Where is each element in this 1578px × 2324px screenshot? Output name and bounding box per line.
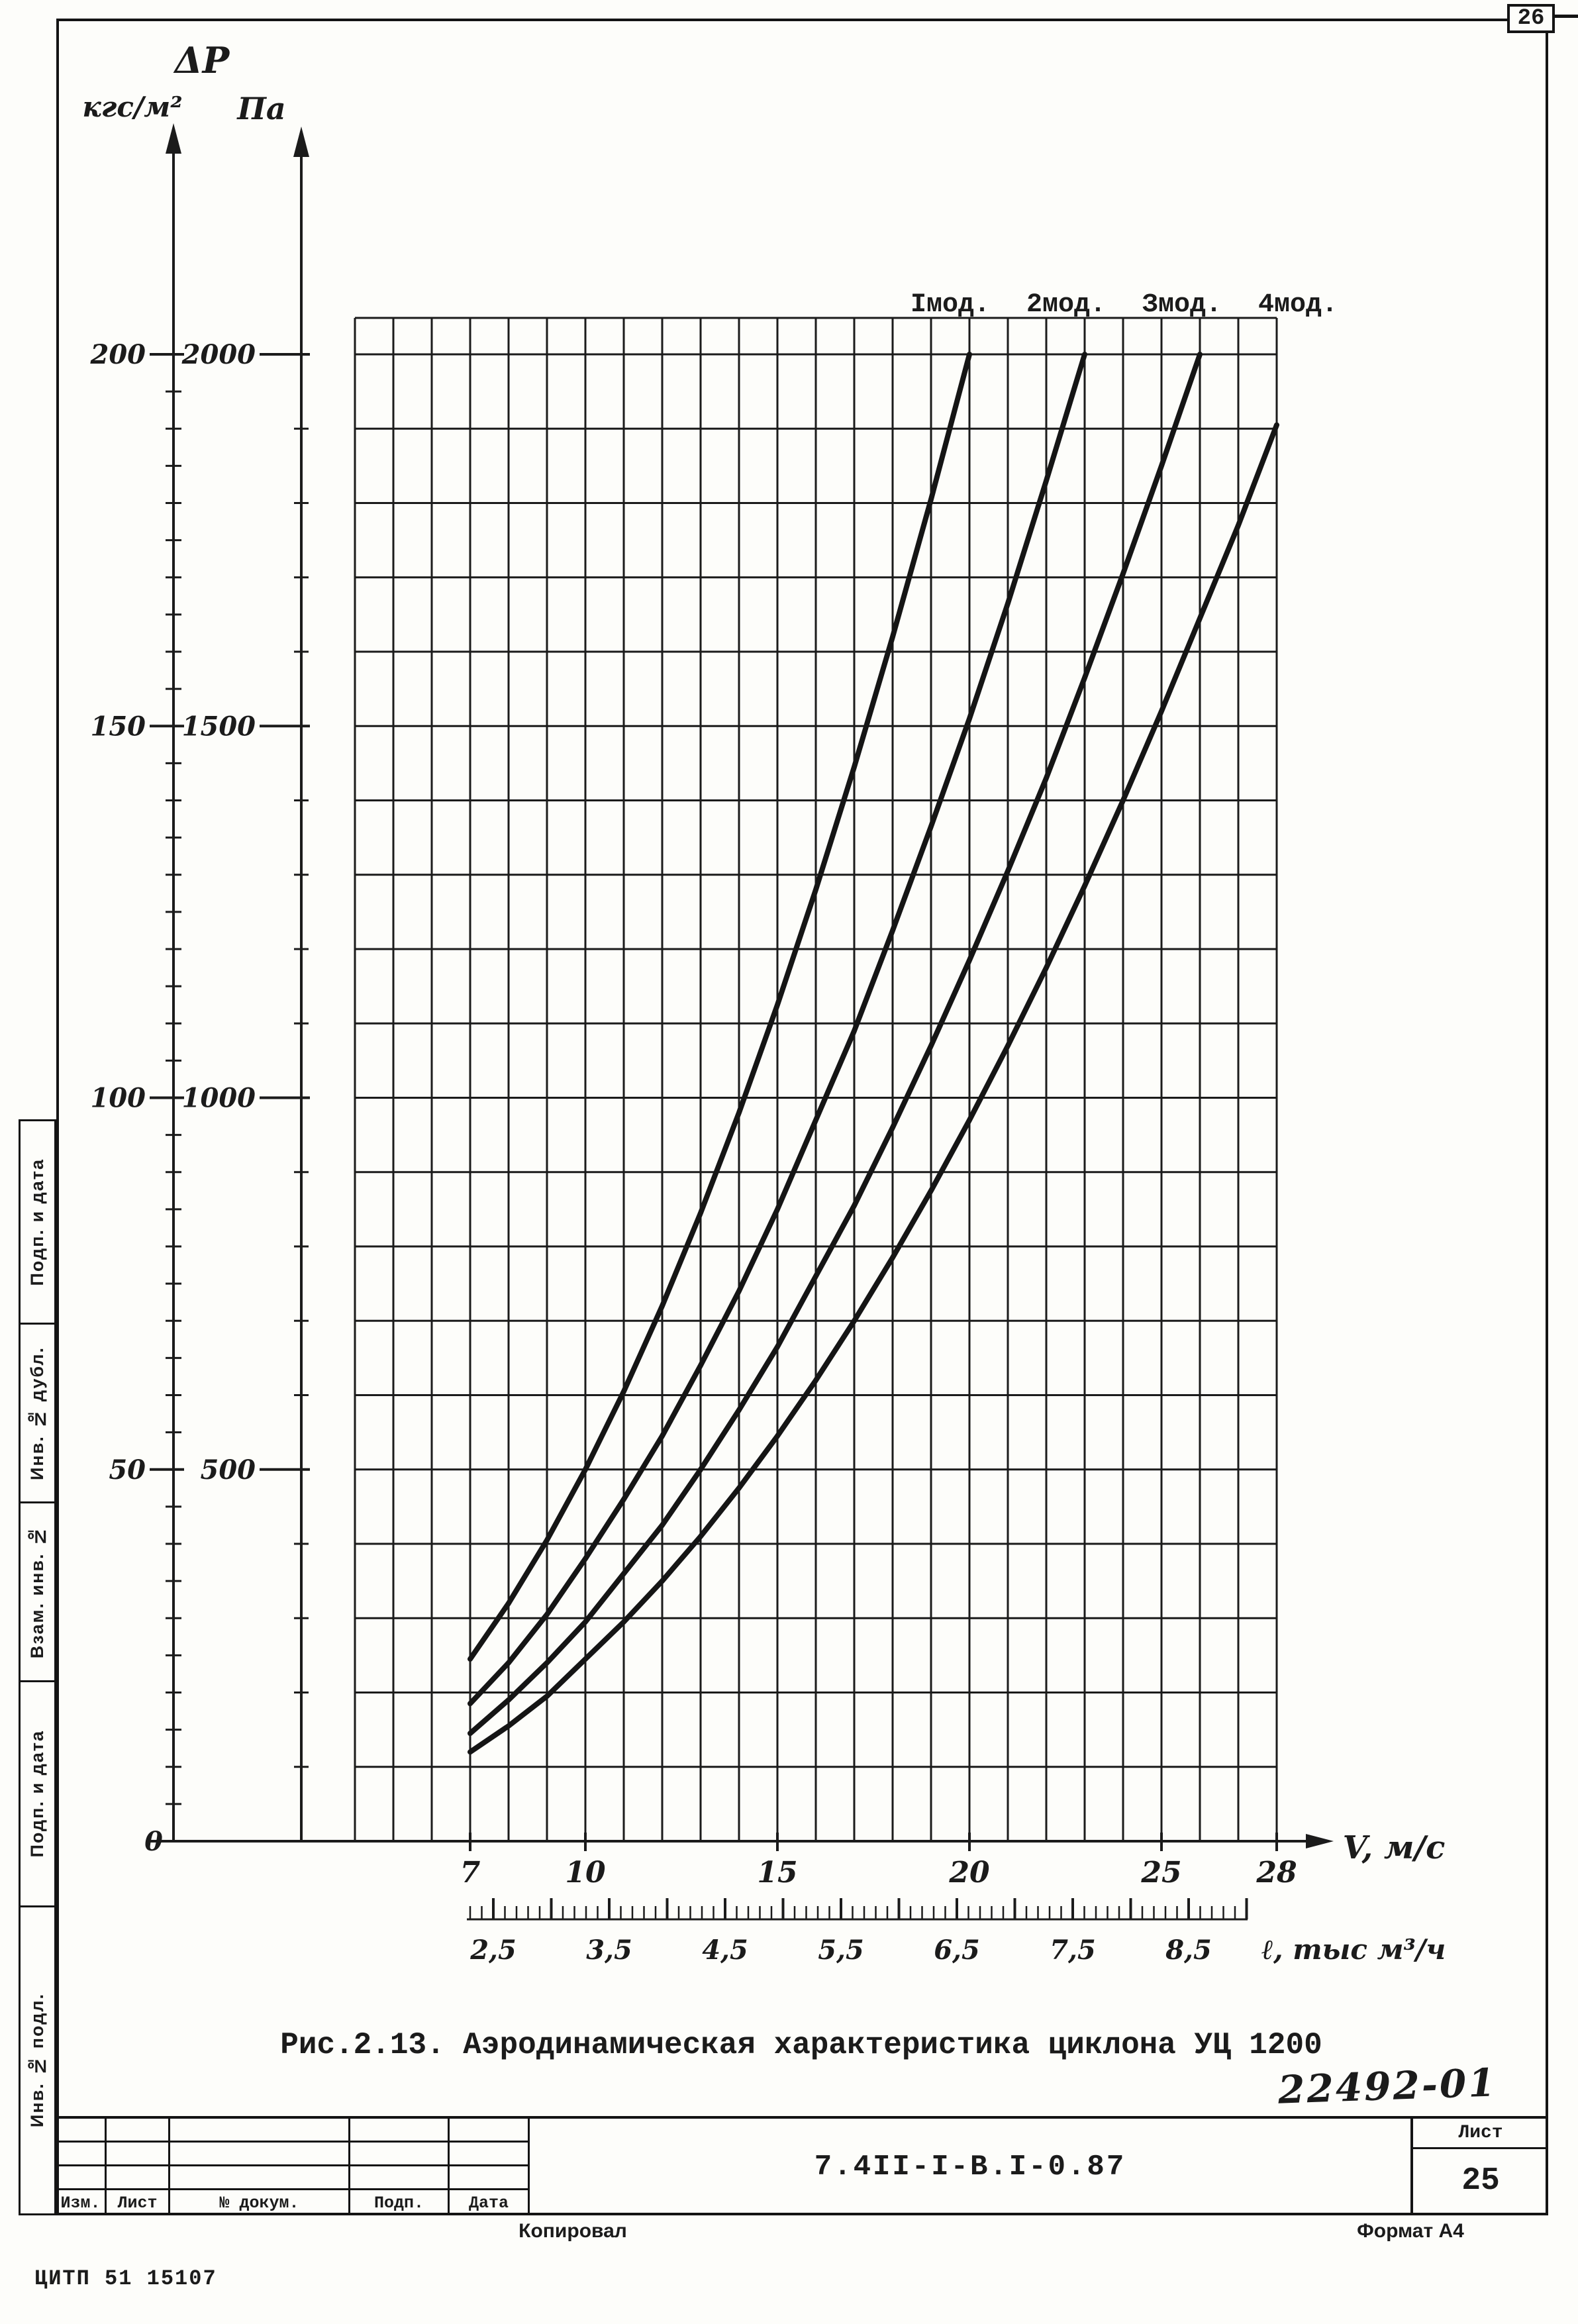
title-block-col-izm: Изм. <box>56 2190 107 2215</box>
title-block-col-data: Дата <box>450 2190 530 2215</box>
title-block-doc-code: 7.4II-I-B.I-0.87 <box>530 2116 1410 2215</box>
margin-box-vzam-inv: Взам. инв. № <box>19 1501 56 1682</box>
margin-box-podp-i-data-1: Подп. и дата <box>19 1119 56 1325</box>
figure-caption: Рис.2.13. Аэродинамическая характеристик… <box>280 2028 1322 2062</box>
title-block-col-list: Лист <box>107 2190 170 2215</box>
title-block-col-dokum: № докум. <box>170 2190 350 2215</box>
title-block-cell <box>56 2143 107 2166</box>
title-block-cell <box>170 2119 350 2143</box>
margin-box-label: Взам. инв. № <box>27 1525 47 1659</box>
margin-box-label: Подп. и дата <box>27 1158 47 1286</box>
title-block-cell <box>450 2143 530 2166</box>
title-block-cell <box>350 2143 450 2166</box>
title-block-sheet-box: Лист 25 <box>1410 2116 1548 2215</box>
margin-box-inv-podl: Инв. № подл. <box>19 1905 56 2215</box>
title-block-cell <box>350 2166 450 2190</box>
page-number: 26 <box>1517 6 1545 31</box>
title-block-cell <box>170 2143 350 2166</box>
drawing-frame <box>56 19 1548 2215</box>
sheet-word-label: Лист <box>1413 2119 1548 2149</box>
page-number-box: 26 <box>1507 4 1555 33</box>
title-block-cell <box>56 2119 107 2143</box>
title-block-cell <box>350 2119 450 2143</box>
margin-box-label: Подп. и дата <box>27 1730 47 1858</box>
title-block-revision-table: Изм. Лист № докум. Подп. Дата <box>56 2116 530 2215</box>
handwritten-doc-number: 22492-01 <box>1277 2060 1498 2113</box>
title-block-cell <box>107 2119 170 2143</box>
margin-box-podp-i-data-2: Подп. и дата <box>19 1680 56 1907</box>
title-block-col-podp: Подп. <box>350 2190 450 2215</box>
frame-top-stub <box>1553 15 1578 18</box>
copied-by-label: Копировал <box>518 2220 627 2242</box>
issuer-code: ЦИТП 51 15107 <box>34 2266 217 2291</box>
title-block-cell <box>107 2143 170 2166</box>
margin-box-label: Инв. № подл. <box>27 1993 47 2128</box>
format-label: Формат А4 <box>1357 2220 1464 2242</box>
title-block-cell <box>56 2166 107 2190</box>
sheet-number: 25 <box>1461 2163 1500 2199</box>
title-block-cell <box>450 2119 530 2143</box>
title-block-cell <box>450 2166 530 2190</box>
margin-box-inv-dubl: Инв. № дубл. <box>19 1323 56 1503</box>
title-block-cell <box>170 2166 350 2190</box>
title-block-cell <box>107 2166 170 2190</box>
margin-box-label: Инв. № дубл. <box>27 1346 47 1480</box>
